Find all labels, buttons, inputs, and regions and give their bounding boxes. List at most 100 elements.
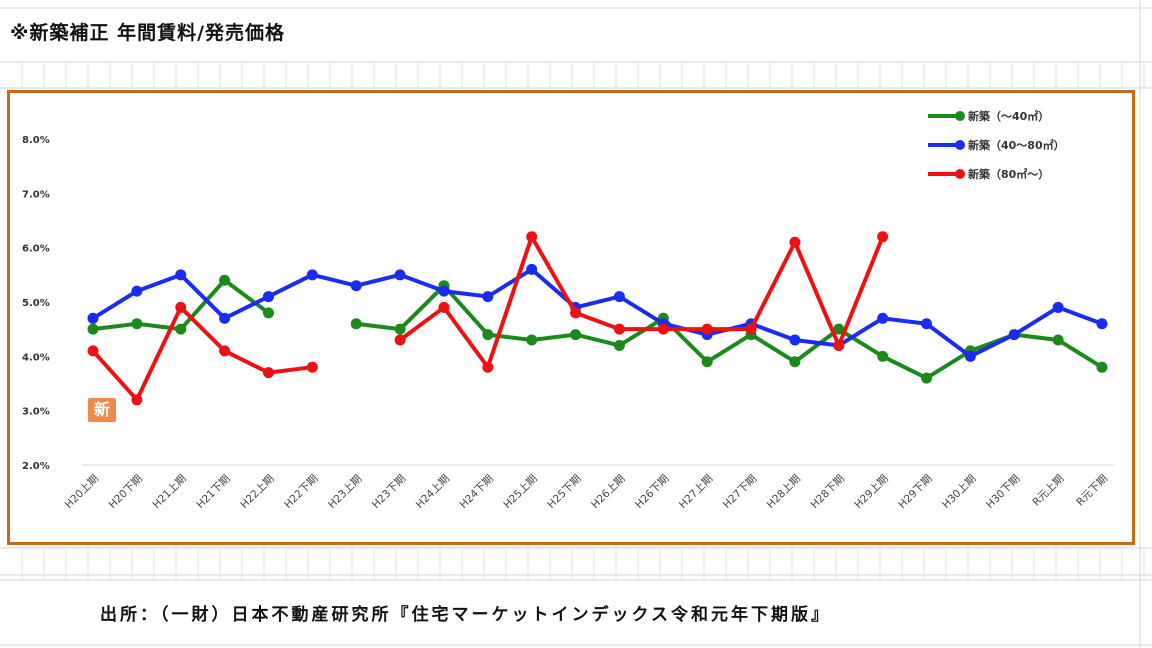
series-line xyxy=(91,267,1104,359)
data-point xyxy=(526,231,538,243)
x-tick-label: H20上期 xyxy=(63,473,101,511)
data-point xyxy=(1096,318,1108,330)
legend-label: 新築（～40㎡） xyxy=(968,109,1049,123)
data-point xyxy=(1008,329,1020,341)
data-point xyxy=(394,269,406,281)
data-point xyxy=(394,323,406,335)
data-point xyxy=(701,356,713,368)
data-point xyxy=(1052,301,1064,313)
data-point xyxy=(789,356,801,368)
data-point xyxy=(438,301,450,313)
data-point xyxy=(175,269,187,281)
x-tick-label: R元下期 xyxy=(1074,473,1110,509)
x-tick-label: H21上期 xyxy=(150,473,188,511)
x-tick-label: H25下期 xyxy=(545,473,583,511)
x-tick-label: H23上期 xyxy=(326,473,364,511)
data-point xyxy=(657,323,669,335)
data-point xyxy=(1096,361,1108,373)
data-point xyxy=(921,318,933,330)
page-title: ※新築補正 年間賃料/発売価格 xyxy=(10,22,286,44)
data-point xyxy=(219,345,231,357)
legend-label: 新築（80㎡～） xyxy=(968,167,1049,181)
data-point xyxy=(789,236,801,248)
x-tick-label: H24下期 xyxy=(458,473,496,511)
data-point xyxy=(921,372,933,384)
legend-marker xyxy=(955,169,965,179)
x-tick-label: H25上期 xyxy=(501,473,539,511)
x-tick-label: H28下期 xyxy=(809,473,847,511)
data-point xyxy=(613,339,625,351)
data-point xyxy=(482,291,494,303)
y-tick-label: 4.0% xyxy=(22,352,50,363)
data-point xyxy=(131,285,143,297)
data-point xyxy=(833,323,845,335)
chart-frame: 2.0% 3.0% 4.0% 5.0% 6.0% 7.0% 8.0% H20上期 H20下期 H2… xyxy=(7,90,1135,545)
data-point xyxy=(964,350,976,362)
data-point xyxy=(438,285,450,297)
data-point xyxy=(394,334,406,346)
data-point xyxy=(570,329,582,341)
y-tick-label: 3.0% xyxy=(22,407,50,418)
x-tick-label: H24上期 xyxy=(414,473,452,511)
x-tick-label: H21下期 xyxy=(194,473,232,511)
data-point xyxy=(526,263,538,275)
x-tick-label: H20下期 xyxy=(107,473,145,511)
x-tick-label: R元上期 xyxy=(1030,473,1066,509)
data-point xyxy=(87,323,99,335)
data-point xyxy=(350,280,362,292)
x-tick-label: H22下期 xyxy=(282,473,320,511)
x-tick-label: H29下期 xyxy=(896,473,934,511)
data-point xyxy=(701,323,713,335)
data-point xyxy=(526,334,538,346)
data-point xyxy=(306,269,318,281)
data-point xyxy=(350,318,362,330)
data-point xyxy=(87,345,99,357)
data-point xyxy=(613,291,625,303)
legend-label: 新築（40～80㎡） xyxy=(968,138,1065,152)
series-line xyxy=(398,234,885,370)
data-point xyxy=(877,350,889,362)
data-point xyxy=(131,318,143,330)
source-note: 出所：（一財）日本不動産研究所『住宅マーケットインデックス令和元年下期版』 xyxy=(100,605,831,625)
data-point xyxy=(789,334,801,346)
x-tick-label: H27下期 xyxy=(721,473,759,511)
data-point xyxy=(175,323,187,335)
legend-marker xyxy=(955,140,965,150)
x-tick-label: H26下期 xyxy=(633,473,671,511)
x-tick-label: H29上期 xyxy=(852,473,890,511)
data-point xyxy=(131,394,143,406)
series-line xyxy=(91,305,315,402)
x-tick-label: H23下期 xyxy=(370,473,408,511)
x-tick-label: H30上期 xyxy=(940,473,978,511)
x-tick-label: H28上期 xyxy=(765,473,803,511)
data-point xyxy=(262,291,274,303)
x-tick-label: H30下期 xyxy=(984,473,1022,511)
data-point xyxy=(219,312,231,324)
x-tick-label: H27上期 xyxy=(677,473,715,511)
legend-marker xyxy=(955,111,965,121)
x-tick-label: H22上期 xyxy=(238,473,276,511)
data-point xyxy=(570,307,582,319)
data-point xyxy=(306,361,318,373)
shin-badge-icon: 新 xyxy=(88,398,116,422)
x-tick-label: H26上期 xyxy=(589,473,627,511)
data-point xyxy=(877,312,889,324)
y-tick-label: 7.0% xyxy=(22,189,50,200)
data-point xyxy=(175,301,187,313)
y-tick-label: 5.0% xyxy=(22,298,50,309)
line-chart: 2.0%3.0%4.0%5.0%6.0%7.0%8.0%H20上期 H20下期 H2… xyxy=(22,109,1115,511)
data-point xyxy=(745,323,757,335)
data-point xyxy=(833,339,845,351)
data-point xyxy=(1052,334,1064,346)
data-point xyxy=(87,312,99,324)
y-tick-label: 8.0% xyxy=(22,135,50,146)
data-point xyxy=(262,307,274,319)
data-point xyxy=(613,323,625,335)
y-tick-label: 2.0% xyxy=(22,461,50,472)
y-tick-label: 6.0% xyxy=(22,244,50,255)
data-point xyxy=(482,361,494,373)
data-point xyxy=(219,274,231,286)
data-point xyxy=(262,367,274,379)
data-point xyxy=(482,329,494,341)
series-line xyxy=(354,283,1104,381)
